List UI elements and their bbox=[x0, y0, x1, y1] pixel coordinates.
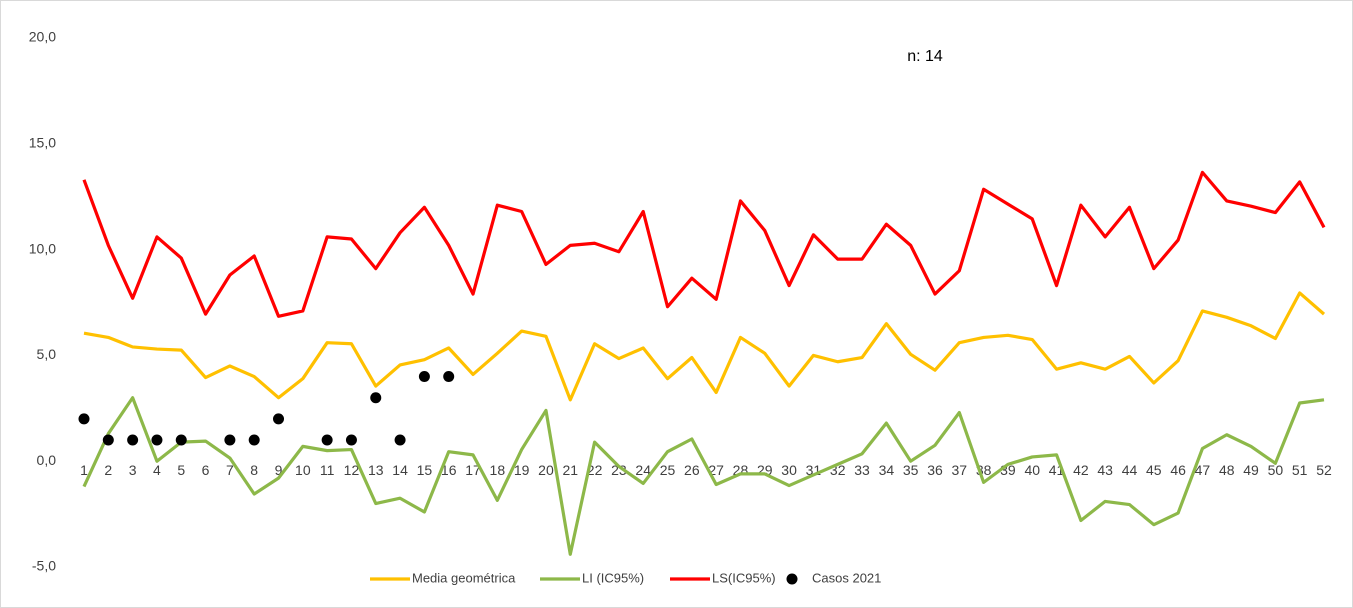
legend-label: LI (IC95%) bbox=[582, 570, 644, 585]
legend-label: Media geométrica bbox=[412, 570, 516, 585]
line-series bbox=[82, 170, 1326, 318]
x-tick-label: 20 bbox=[538, 462, 554, 478]
x-tick-label: 16 bbox=[441, 462, 457, 478]
x-tick-label: 34 bbox=[879, 462, 895, 478]
y-tick-label: 15,0 bbox=[29, 135, 56, 151]
x-tick-label: 17 bbox=[465, 462, 481, 478]
x-tick-label: 26 bbox=[684, 462, 700, 478]
annotation: n: 14 bbox=[907, 48, 943, 65]
x-tick-label: 10 bbox=[295, 462, 311, 478]
x-tick-label: 42 bbox=[1073, 462, 1089, 478]
x-tick-label: 45 bbox=[1146, 462, 1162, 478]
x-tick-label: 52 bbox=[1316, 462, 1332, 478]
y-tick-label: -5,0 bbox=[32, 558, 56, 574]
x-tick-label: 51 bbox=[1292, 462, 1308, 478]
x-tick-label: 9 bbox=[275, 462, 283, 478]
x-tick-label: 4 bbox=[153, 462, 161, 478]
point bbox=[248, 434, 260, 446]
x-tick-label: 14 bbox=[392, 462, 408, 478]
point bbox=[273, 413, 285, 425]
x-tick-label: 7 bbox=[226, 462, 234, 478]
x-tick-label: 44 bbox=[1122, 462, 1138, 478]
x-tick-label: 37 bbox=[952, 462, 968, 478]
x-tick-label: 46 bbox=[1170, 462, 1186, 478]
x-tick-label: 3 bbox=[129, 462, 137, 478]
legend-marker bbox=[786, 573, 798, 585]
y-tick-label: 10,0 bbox=[29, 240, 56, 256]
point bbox=[370, 392, 382, 404]
point bbox=[394, 434, 406, 446]
x-tick-label: 40 bbox=[1024, 462, 1040, 478]
point bbox=[224, 434, 236, 446]
x-tick-label: 33 bbox=[854, 462, 870, 478]
x-tick-label: 36 bbox=[927, 462, 943, 478]
point bbox=[78, 413, 90, 425]
point bbox=[345, 434, 357, 446]
y-tick-label: 0,0 bbox=[37, 452, 57, 468]
legend-label: LS(IC95%) bbox=[712, 570, 776, 585]
y-tick-label: 5,0 bbox=[37, 346, 57, 362]
x-tick-label: 8 bbox=[250, 462, 258, 478]
y-tick-label: 20,0 bbox=[29, 29, 56, 45]
x-tick-label: 18 bbox=[490, 462, 506, 478]
x-tick-label: 12 bbox=[344, 462, 360, 478]
line-series bbox=[83, 291, 1326, 402]
x-tick-label: 23 bbox=[611, 462, 627, 478]
line-series bbox=[82, 396, 1325, 556]
x-tick-label: 25 bbox=[660, 462, 676, 478]
point bbox=[443, 371, 455, 383]
point bbox=[127, 434, 139, 446]
x-tick-label: 47 bbox=[1195, 462, 1211, 478]
x-tick-label: 43 bbox=[1097, 462, 1113, 478]
x-tick-label: 24 bbox=[635, 462, 651, 478]
point bbox=[102, 434, 114, 446]
x-tick-label: 50 bbox=[1268, 462, 1284, 478]
x-tick-label: 13 bbox=[368, 462, 384, 478]
x-tick-label: 15 bbox=[417, 462, 433, 478]
x-tick-label: 5 bbox=[177, 462, 185, 478]
x-tick-label: 19 bbox=[514, 462, 530, 478]
point bbox=[175, 434, 187, 446]
x-tick-label: 30 bbox=[781, 462, 797, 478]
x-tick-label: 49 bbox=[1243, 462, 1259, 478]
x-tick-label: 1 bbox=[80, 462, 88, 478]
legend-label: Casos 2021 bbox=[812, 570, 881, 585]
x-tick-label: 11 bbox=[320, 462, 335, 478]
x-tick-label: 2 bbox=[104, 462, 112, 478]
point bbox=[418, 371, 430, 383]
point bbox=[151, 434, 163, 446]
x-tick-label: 48 bbox=[1219, 462, 1235, 478]
x-tick-label: 6 bbox=[202, 462, 210, 478]
x-tick-label: 35 bbox=[903, 462, 919, 478]
x-tick-label: 21 bbox=[562, 462, 578, 478]
point bbox=[321, 434, 333, 446]
